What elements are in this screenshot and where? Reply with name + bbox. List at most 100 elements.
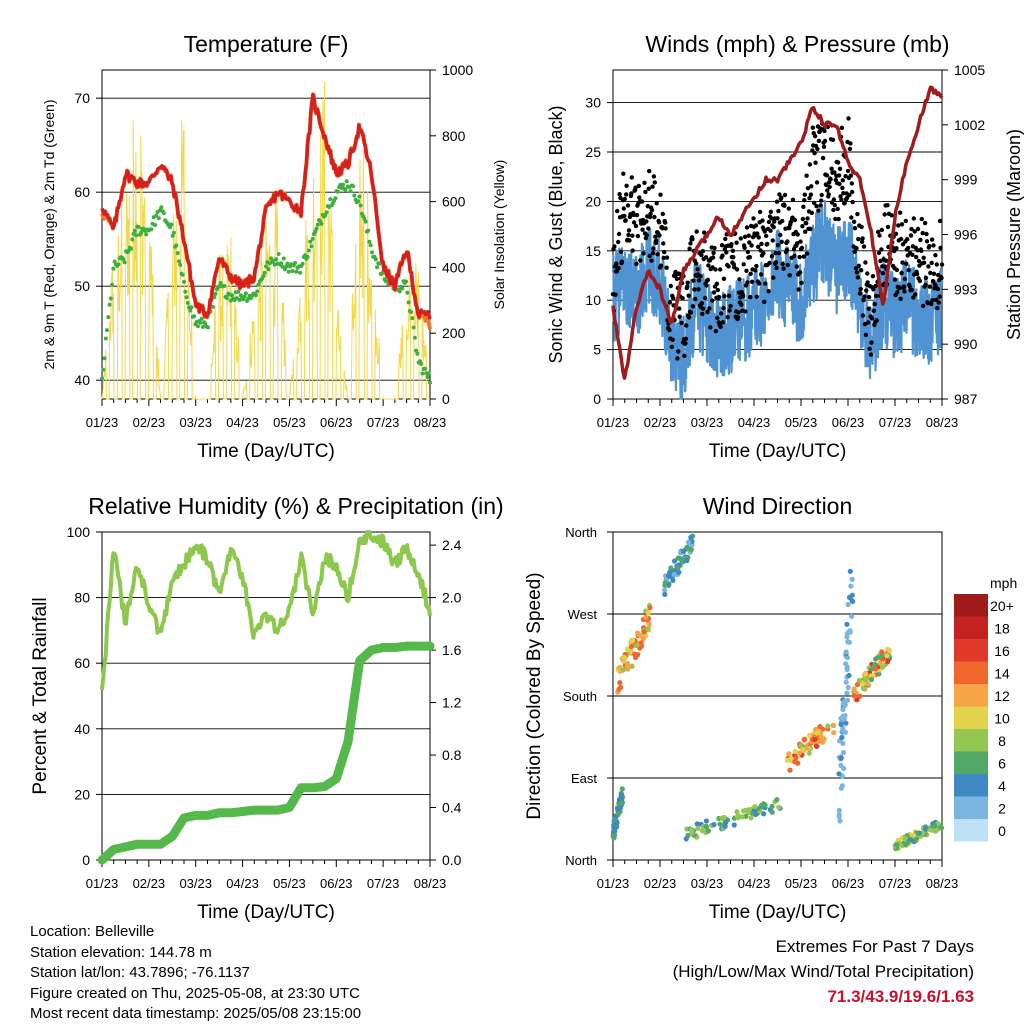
gust-point [786,206,791,211]
gust-point [848,141,853,146]
gust-point [831,197,837,202]
gust-point [614,261,619,266]
gust-point [741,262,746,267]
gust-point [902,276,908,282]
gust-point [668,283,673,289]
direction-point [845,629,851,635]
dewpoint-point [414,348,419,353]
gust-point [758,248,763,253]
solar-line [101,81,430,400]
gust-point [874,318,879,323]
colorbar-label: 6 [998,756,1006,772]
gust-point [779,239,784,244]
dewpoint-point [335,189,340,194]
direction-point [793,754,799,761]
y2-tick-label: 0.0 [442,852,462,868]
direction-point [849,598,855,604]
dewpoint-point [102,356,107,361]
gust-point [771,224,776,230]
gust-point [717,295,722,300]
gust-point [839,125,845,130]
gust-point [767,260,772,266]
gust-point [832,170,837,175]
direction-point [662,587,668,593]
dewpoint-point [341,182,345,187]
direction-point [876,671,882,677]
direction-point [769,803,775,810]
elevation-text: Station elevation: 144.78 m [30,943,212,961]
x-tick-label: 06/23 [320,415,353,430]
gust-point [906,268,911,273]
gust-point [844,195,850,201]
gust-point [707,306,712,311]
y2-axis-title: Station Pressure (Maroon) [1004,129,1024,340]
dewpoint-point [111,266,116,271]
dewpoint-point [222,284,227,288]
dewpoint-point [284,264,289,269]
dewpoint-point [229,293,234,298]
gust-point [762,299,767,304]
gust-point [711,250,716,256]
gust-point [812,134,818,139]
direction-point [820,739,826,745]
gust-point [700,311,705,317]
gust-series [610,116,945,361]
y-tick-label: 80 [74,590,90,606]
gust-point [831,207,836,213]
gust-point [859,224,864,230]
dewpoint-point [224,296,229,300]
y2-tick-label: 1005 [954,62,985,78]
colorbar-label: 18 [994,621,1010,637]
dewpoint-point [411,325,416,330]
gust-point [675,356,680,361]
gust-point [646,226,651,231]
colorbar-swatch [954,819,988,842]
gust-point [794,264,799,269]
dewpoint-point [129,246,133,251]
direction-point [902,835,908,841]
gust-point [670,337,675,342]
dewpoint-point [425,375,430,379]
gust-point [927,284,932,289]
colorbar-swatch [954,774,988,797]
dewpoint-point [406,300,411,305]
gust-point [698,274,703,279]
gust-point [645,204,650,209]
dewpoint-point [170,233,175,238]
gust-point [903,218,908,224]
direction-point [617,680,623,686]
gust-point [842,200,847,206]
x-tick-label: 08/23 [414,876,447,891]
dewpoint-point [290,269,295,274]
gust-point [647,253,652,259]
gust-point [616,231,622,237]
gust-point [894,246,899,251]
gust-point [694,229,699,234]
dewpoint-point [156,216,161,221]
gust-point [680,296,685,301]
gust-point [901,284,907,289]
gust-point [623,218,628,223]
solar-series [101,81,430,400]
gust-point [914,254,919,260]
direction-point [842,729,849,735]
gust-point [819,192,824,198]
direction-point [879,653,885,659]
gust-point [774,199,780,204]
y-tick-label: North [565,853,597,868]
y2-tick-label: 0.4 [442,800,462,816]
direction-point [825,723,831,729]
gust-point [898,210,903,215]
colorbar-label: 10 [994,711,1010,727]
direction-point [721,814,727,821]
gust-point [718,311,724,316]
gust-point [650,184,655,189]
gust-point [795,241,800,246]
dewpoint-point [279,261,284,266]
dewpoint-point [154,213,159,218]
gust-point [703,255,709,260]
gust-point [919,248,924,253]
gust-point [918,237,923,243]
dewpoint-point [368,243,373,248]
